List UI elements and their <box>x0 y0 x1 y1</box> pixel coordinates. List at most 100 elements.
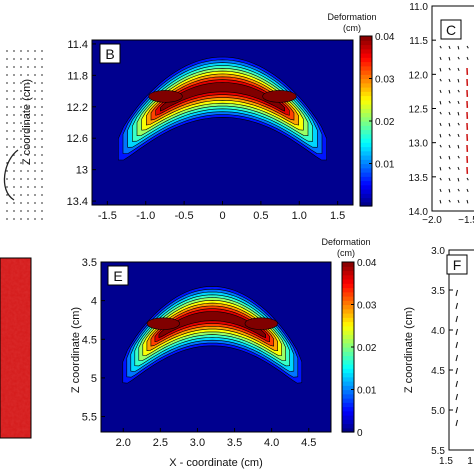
colorbar-segment <box>342 283 354 289</box>
displacement-vector <box>457 45 460 50</box>
displacement-vector <box>455 328 458 336</box>
displacement-vector <box>439 111 442 115</box>
colorbar-segment <box>342 325 354 331</box>
displacement-vector <box>455 367 458 375</box>
displacement-vector <box>457 199 460 204</box>
displacement-vector <box>466 45 469 49</box>
colorbar-segment <box>360 159 372 165</box>
panel-b-contour-lines <box>118 56 327 161</box>
panel-b-x-ticks: -1.5 -1.0 -0.5 0 0.5 1.0 1.5 <box>98 201 345 222</box>
colorbar-segment <box>360 87 372 92</box>
x-tick-label: 1.5 <box>330 210 345 222</box>
displacement-vector <box>457 78 460 83</box>
x-tick-label: -0.5 <box>175 210 194 222</box>
displacement-vector <box>457 56 460 60</box>
colorbar-segment <box>360 65 372 71</box>
displacement-vector <box>448 78 451 83</box>
panel-b-colorbar: Deformation (cm) 0.04 0.03 0.02 0.01 <box>327 12 395 207</box>
y-tick-label: 13.4 <box>67 196 88 208</box>
panel-d-texture <box>0 258 31 438</box>
displacement-vector <box>455 354 458 362</box>
colorbar-segment <box>360 142 372 148</box>
y-tick-label: 13.5 <box>409 173 429 184</box>
colorbar-segment <box>360 150 372 156</box>
contour-band <box>154 308 270 342</box>
displacement-vector <box>455 380 458 388</box>
x-tick-label: 2.5 <box>153 437 168 449</box>
x-tick-label: −2.0 <box>422 215 442 226</box>
contour-line <box>118 56 327 161</box>
colorbar-segment <box>342 270 354 276</box>
x-tick-label: 1 <box>467 456 473 467</box>
panel-d-fragment <box>0 257 32 439</box>
colorbar-segment <box>342 330 354 335</box>
colorbar-segment <box>360 104 372 109</box>
colorbar-segment <box>360 99 372 105</box>
contour-line <box>160 82 285 112</box>
colorbar-segment <box>360 78 372 84</box>
colorbar-segment <box>360 82 372 88</box>
colorbar-segment <box>342 372 354 378</box>
colorbar-segment <box>360 44 372 50</box>
y-tick-label: 5.5 <box>431 446 445 457</box>
panel-a-curve <box>3 149 19 201</box>
panel-e-colorbar: Deformation (cm) 0.04 0.03 0.02 0.01 0 <box>321 237 376 439</box>
panel-e-y-ticks: 3.5 4 4.5 5 5.5 <box>82 257 105 424</box>
displacement-vector <box>455 406 458 414</box>
contour-line <box>122 59 323 154</box>
y-tick-label: 13 <box>76 165 88 177</box>
y-tick-label: 5 <box>91 373 97 385</box>
displacement-vector <box>466 177 469 181</box>
displacement-vector <box>448 144 451 149</box>
panel-c-letter-box <box>440 19 462 40</box>
displacement-vector <box>466 56 469 61</box>
colorbar-segment <box>342 355 354 361</box>
x-tick-label: 1.0 <box>292 210 307 222</box>
panel-b: -1.5 -1.0 -0.5 0 0.5 1.0 1.5 11.411.812.212.61… <box>21 39 354 222</box>
colorbar-segment <box>360 70 372 75</box>
colorbar-segment <box>342 389 354 395</box>
y-tick-label: 3.5 <box>82 257 97 269</box>
colorbar-segment <box>360 108 372 114</box>
panel-a-vector-dots <box>6 50 43 220</box>
displacement-vector <box>457 188 460 192</box>
contour-line <box>127 62 318 148</box>
panel-b-y-ticks: 11.4 11.8 12.2 12.6 13 13.4 <box>67 39 96 208</box>
contour-line <box>134 294 290 367</box>
contour-line <box>126 288 299 378</box>
y-tick-label: 3.0 <box>431 246 445 257</box>
displacement-vector <box>448 133 451 137</box>
colorbar-segment <box>342 415 354 420</box>
colorbar-segment <box>360 155 372 160</box>
colorbar-segment <box>360 53 372 58</box>
panel-f-frame <box>448 249 474 451</box>
y-tick-label: 11.0 <box>409 2 428 13</box>
panel-e-ylabel: Z coordinate (cm) <box>70 307 82 393</box>
panel-e: 2.0 2.5 3.0 3.5 4.0 4.5 3.5 4 4.5 5 5.5 X - coord… <box>70 257 332 469</box>
displacement-vector <box>455 419 458 427</box>
panel-e-xlabel: X - coordinate (cm) <box>169 457 263 469</box>
panel-e-contour-lines <box>122 286 303 384</box>
panel-d-frame <box>0 257 32 439</box>
y-tick-label: 12.5 <box>409 105 429 116</box>
colorbar-segment <box>342 338 354 344</box>
colorbar-segment <box>342 376 354 382</box>
contour-line <box>150 76 295 121</box>
contour-line <box>155 79 290 116</box>
colorbar-segment <box>342 423 354 429</box>
colorbar-e-unit: (cm) <box>337 248 355 258</box>
colorbar-tick-label: 0.03 <box>375 75 395 86</box>
colorbar-segment <box>360 163 372 169</box>
colorbar-segment <box>360 193 372 199</box>
contour-line <box>136 67 309 137</box>
displacement-vector <box>439 67 442 72</box>
x-tick-label: 4.0 <box>264 437 279 449</box>
displacement-vector <box>439 144 442 148</box>
colorbar-segment <box>360 61 372 67</box>
x-tick-label: 3.0 <box>190 437 205 449</box>
displacement-vector <box>457 133 460 138</box>
displacement-vector <box>439 89 442 94</box>
displacement-vector <box>448 188 451 193</box>
colorbar-segment <box>342 351 354 357</box>
colorbar-segment <box>360 201 372 207</box>
